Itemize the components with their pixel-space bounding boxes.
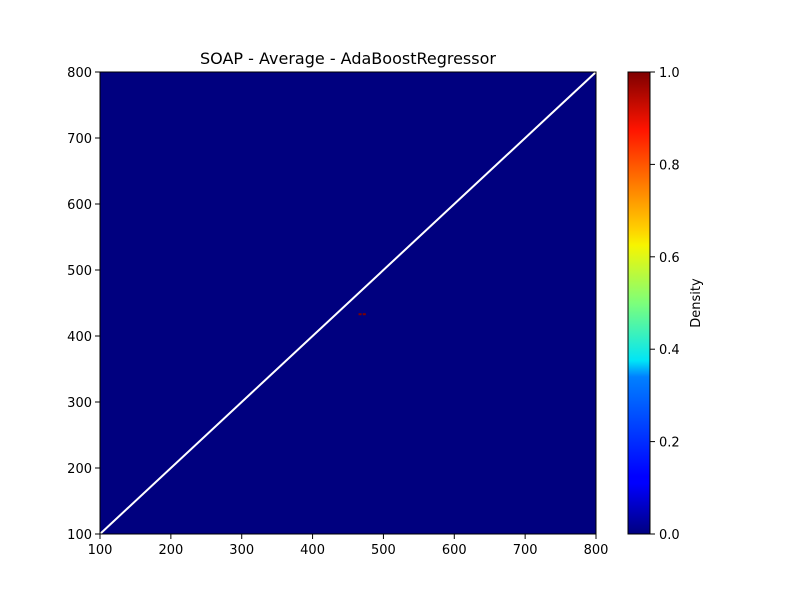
colorbar-tick-label: 0.4 [659, 343, 680, 358]
colorbar-gradient [627, 71, 651, 535]
y-tick-label: 200 [67, 462, 92, 477]
reference-line [99, 71, 597, 535]
y-tick-label: 300 [67, 396, 92, 411]
x-tick-label: 100 [88, 543, 113, 558]
y-tick-label: 100 [67, 528, 92, 543]
colorbar-tick-label: 0.8 [659, 158, 680, 173]
x-tick-label: 300 [229, 543, 254, 558]
y-axis: 100 200 300 400 500 600 700 800 [67, 66, 100, 543]
x-tick-label: 700 [513, 543, 538, 558]
plot-frame [99, 71, 597, 535]
x-axis: 100 200 300 400 500 600 700 800 [88, 534, 609, 558]
hot-cells [358, 313, 366, 316]
colorbar-label: Density [689, 278, 704, 328]
x-tick-label: 200 [158, 543, 183, 558]
colorbar-ticks: 0.0 0.2 0.4 0.6 0.8 1.0 [650, 66, 680, 543]
x-tick-label: 400 [300, 543, 325, 558]
y-tick-label: 500 [67, 264, 92, 279]
colorbar-tick-label: 1.0 [659, 66, 680, 81]
colorbar-tick-label: 0.6 [659, 251, 680, 266]
colorbar-tick-label: 0.0 [659, 528, 680, 543]
colorbar-tick-label: 0.2 [659, 436, 680, 451]
x-tick-label: 800 [584, 543, 609, 558]
y-tick-label: 800 [67, 66, 92, 81]
y-tick-label: 400 [67, 330, 92, 345]
hot-cell [358, 313, 362, 316]
colorbar: 0.0 0.2 0.4 0.6 0.8 1.0 Density [627, 66, 704, 543]
chart-title: SOAP - Average - AdaBoostRegressor [200, 49, 496, 68]
y-tick-label: 600 [67, 198, 92, 213]
y-tick-label: 700 [67, 132, 92, 147]
x-tick-label: 500 [371, 543, 396, 558]
hot-cell [362, 313, 366, 316]
x-tick-label: 600 [442, 543, 467, 558]
plot-area [99, 71, 597, 535]
